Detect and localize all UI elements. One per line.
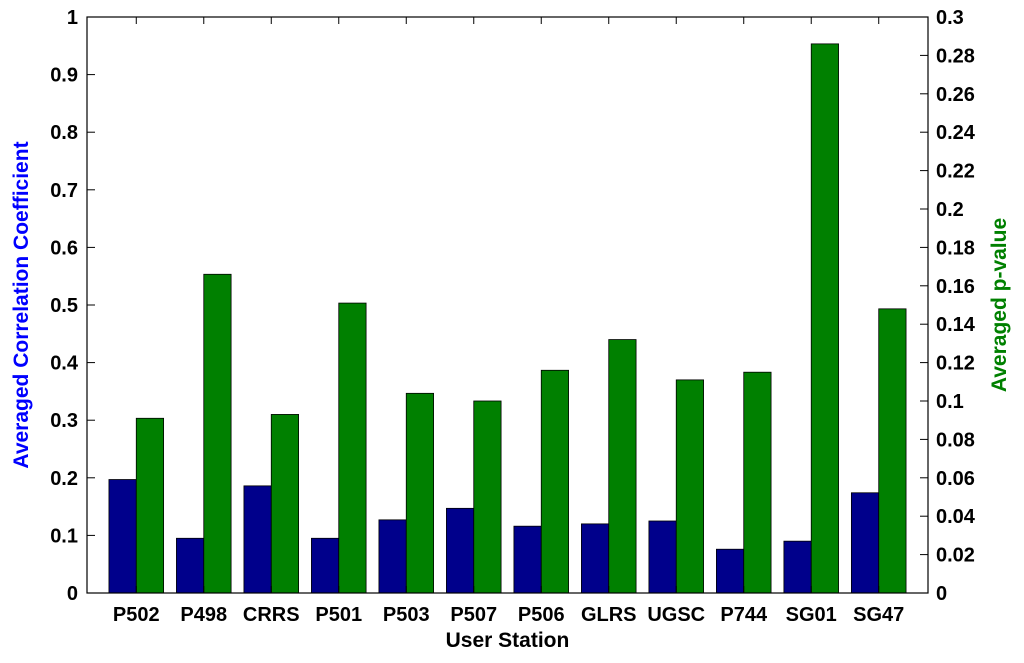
y-left-tick-label: 0.9 [50,65,78,87]
x-tick-label-p502: P502 [113,604,160,626]
bar-correlation-crrs [243,485,272,594]
bar-pvalue-p506 [540,369,569,594]
bar-correlation-p502 [108,479,137,594]
bar-pvalue-sg01 [810,43,839,594]
bar-correlation-p506 [513,525,542,594]
x-tick-label-p498: P498 [180,604,227,626]
y-right-tick-label: 0.02 [936,545,975,567]
bar-pvalue-crrs [270,414,299,594]
y-right-tick-label: 0.06 [936,468,975,490]
y-left-tick-label: 0.1 [50,525,78,547]
bar-correlation-glrs [581,523,610,594]
y-right-tick-label: 0.3 [936,7,964,29]
bar-pvalue-ugsc [675,379,704,594]
y-left-tick-label: 1 [67,7,78,29]
y-right-tick-label: 0.26 [936,84,975,106]
y-right-tick-label: 0.22 [936,161,975,183]
y-axis-left-title: Averaged Correlation Coefficient [10,141,33,468]
y-right-tick-label: 0.14 [936,314,976,336]
bar-correlation-p507 [446,507,475,594]
x-tick-label-sg47: SG47 [853,604,904,626]
x-tick-label-sg01: SG01 [786,604,837,626]
y-right-tick-label: 0 [936,583,947,605]
x-tick-label-ugsc: UGSC [647,604,705,626]
labels-layer: 0 0.1 0.2 0.3 0.4 0.5 0.6 0.7 0.8 0.9 1 0 0.02 0.04 0.… [50,7,976,626]
x-tick-label-crrs: CRRS [243,604,300,626]
bar-correlation-p744 [716,548,745,594]
y-right-tick-label: 0.2 [936,199,964,221]
x-tick-label-p506: P506 [518,604,565,626]
bar-pvalue-p744 [743,371,772,594]
y-axis-right-title: Averaged p-value [988,218,1011,392]
bar-correlation-sg01 [783,540,812,594]
bar-pvalue-p503 [405,392,434,594]
y-left-tick-label: 0.4 [50,353,79,375]
bar-pvalue-p501 [338,302,367,594]
y-left-tick-label: 0.6 [50,237,78,259]
bar-correlation-p503 [378,519,407,594]
bar-pvalue-p507 [473,400,502,594]
y-right-tick-label: 0.18 [936,237,975,259]
y-right-tick-label: 0.24 [936,122,976,144]
y-right-tick-label: 0.16 [936,276,975,298]
bar-pvalue-p502 [135,417,165,594]
x-tick-label-glrs: GLRS [581,604,637,626]
x-axis-title: User Station [446,629,570,652]
bar-pvalue-sg47 [878,308,907,594]
y-right-tick-label: 0.28 [936,45,975,67]
x-tick-label-p503: P503 [383,604,430,626]
y-left-tick-label: 0.5 [50,295,78,317]
bar-pvalue-p498 [203,273,232,594]
y-right-tick-label: 0.12 [936,353,975,375]
y-left-tick-label: 0.7 [50,180,78,202]
y-right-tick-label: 0.04 [936,506,976,528]
bar-correlation-p501 [311,537,340,594]
x-tick-label-p507: P507 [450,604,497,626]
y-left-tick-label: 0.8 [50,122,78,144]
bar-correlation-p498 [176,537,205,594]
bar-pvalue-glrs [608,339,637,594]
ticks-layer [87,16,928,594]
x-tick-label-p744: P744 [720,604,768,626]
bar-correlation-ugsc [648,520,677,594]
y-left-tick-label: 0 [67,583,78,605]
x-tick-label-p501: P501 [315,604,362,626]
y-left-tick-label: 0.3 [50,410,78,432]
y-left-tick-label: 0.2 [50,468,78,490]
y-right-tick-label: 0.08 [936,429,975,451]
y-right-tick-label: 0.1 [936,391,964,413]
bars-layer [108,43,907,594]
bar-correlation-sg47 [850,492,880,594]
